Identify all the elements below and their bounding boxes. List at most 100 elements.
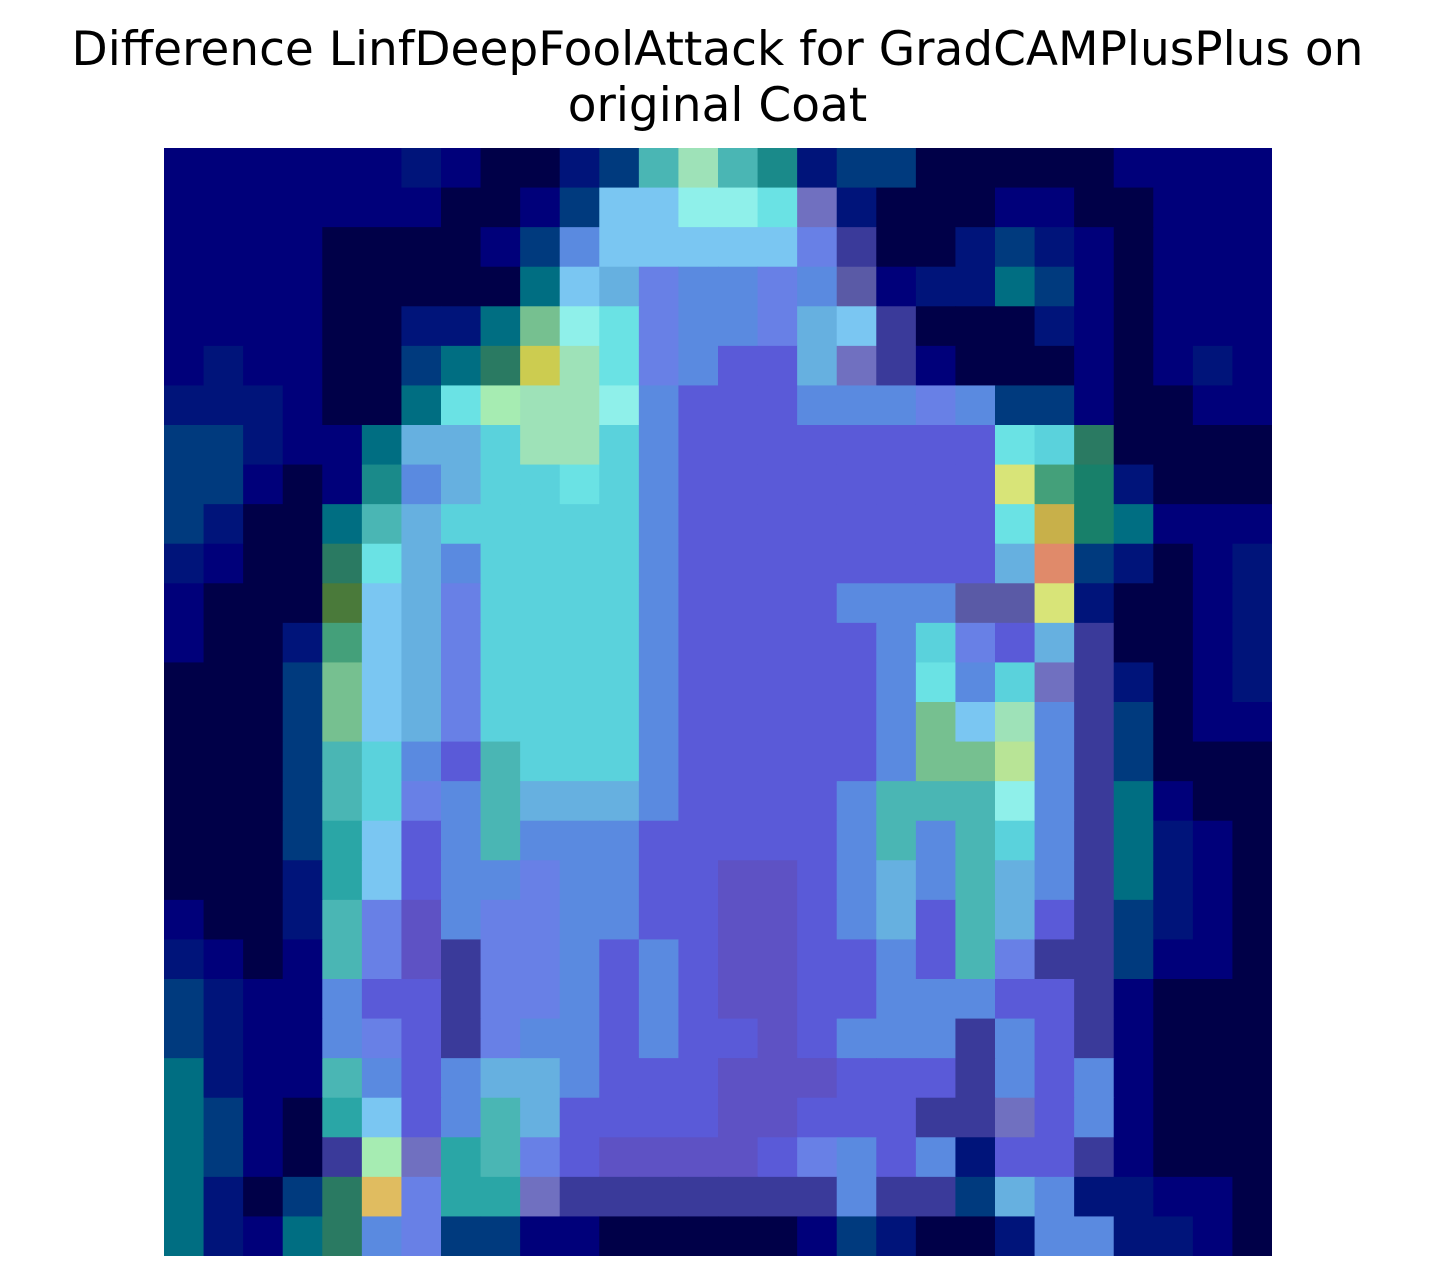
heatmap-cell (322, 741, 363, 782)
heatmap-cell (995, 583, 1036, 624)
heatmap-cell (520, 1018, 561, 1059)
heatmap-cell (559, 464, 600, 505)
heatmap-cell (1232, 227, 1272, 268)
heatmap-cell (361, 1137, 403, 1178)
heatmap-cell (480, 702, 521, 743)
heatmap-cell (441, 702, 482, 743)
heatmap-cell (1034, 345, 1075, 387)
heatmap-cell (638, 504, 680, 545)
heatmap-cell (520, 860, 561, 901)
heatmap-cell (599, 741, 640, 782)
heatmap-cell (282, 1018, 323, 1059)
heatmap-cell (836, 1216, 877, 1256)
heatmap-cell (836, 662, 877, 703)
heatmap-cell (1074, 543, 1115, 584)
heatmap-cell (480, 543, 521, 584)
heatmap-cell (876, 425, 917, 466)
heatmap-cell (995, 306, 1036, 347)
heatmap-cell (599, 345, 640, 387)
heatmap-cell (203, 583, 244, 624)
heatmap-cell (836, 227, 877, 268)
heatmap-cell (1034, 979, 1075, 1020)
heatmap-cell (441, 187, 482, 228)
heatmap-cell (876, 583, 917, 624)
heatmap-cell (1074, 227, 1115, 268)
heatmap-cell (955, 385, 996, 426)
heatmap-cell (757, 741, 798, 782)
heatmap-cell (1074, 1137, 1115, 1178)
heatmap-cell (718, 1137, 759, 1178)
heatmap-cell (678, 1058, 719, 1099)
heatmap-cell (441, 227, 482, 268)
heatmap-cell (915, 1176, 957, 1218)
heatmap-cell (520, 899, 561, 941)
heatmap-cell (638, 1018, 680, 1059)
heatmap-cell (599, 425, 640, 466)
heatmap-cell (1153, 979, 1194, 1020)
heatmap-cell (1034, 425, 1075, 466)
heatmap-cell (480, 583, 521, 624)
heatmap-cell (480, 1137, 521, 1178)
heatmap-cell (1153, 860, 1194, 901)
heatmap-cell (876, 702, 917, 743)
heatmap-cell (322, 385, 363, 426)
heatmap-cell (876, 1176, 917, 1218)
heatmap-cell (955, 187, 996, 228)
heatmap-cell (520, 543, 561, 584)
heatmap-cell (599, 1137, 640, 1178)
heatmap-cell (361, 860, 403, 901)
heatmap-cell (1074, 662, 1115, 703)
heatmap-cell (164, 504, 205, 545)
heatmap-cell (638, 1216, 680, 1256)
heatmap-cell (955, 1176, 996, 1218)
heatmap-cell (1232, 543, 1272, 584)
heatmap-cell (520, 464, 561, 505)
heatmap-cell (243, 148, 284, 189)
heatmap-cell (1074, 899, 1115, 941)
heatmap-cell (836, 385, 877, 426)
heatmap-cell (164, 543, 205, 584)
heatmap-cell (282, 1176, 323, 1218)
heatmap-cell (1113, 464, 1154, 505)
heatmap-cell (1074, 1097, 1115, 1138)
heatmap-cell (559, 741, 600, 782)
heatmap-cell (757, 504, 798, 545)
heatmap-cell (282, 1097, 323, 1138)
heatmap-cell (480, 345, 521, 387)
heatmap-cell (1113, 939, 1154, 980)
heatmap-cell (638, 266, 680, 307)
heatmap-cell (1192, 1097, 1234, 1138)
heatmap-cell (955, 266, 996, 307)
heatmap-cell (1074, 385, 1115, 426)
heatmap-cell (757, 425, 798, 466)
heatmap-cell (559, 504, 600, 545)
heatmap-cell (995, 1097, 1036, 1138)
heatmap-cell (164, 622, 205, 664)
heatmap-cell (995, 939, 1036, 980)
heatmap-cell (203, 1176, 244, 1218)
heatmap-cell (441, 1176, 482, 1218)
heatmap-cell (678, 148, 719, 189)
heatmap-cell (1192, 583, 1234, 624)
heatmap-cell (836, 583, 877, 624)
heatmap-cell (678, 1176, 719, 1218)
heatmap-cell (995, 622, 1036, 664)
heatmap-cell (282, 1058, 323, 1099)
heatmap-cell (322, 148, 363, 189)
heatmap-cell (955, 979, 996, 1020)
heatmap-cell (1192, 543, 1234, 584)
heatmap-cell (599, 662, 640, 703)
heatmap-cell (1192, 662, 1234, 703)
heatmap-cell (757, 227, 798, 268)
heatmap-cell (559, 939, 600, 980)
heatmap-cell (282, 899, 323, 941)
heatmap-cell (361, 1018, 403, 1059)
heatmap-cell (995, 820, 1036, 861)
heatmap-cell (599, 1216, 640, 1256)
heatmap-cell (322, 899, 363, 941)
heatmap-cell (1192, 1058, 1234, 1099)
heatmap-cell (876, 504, 917, 545)
heatmap-cell (915, 187, 957, 228)
heatmap-cell (836, 702, 877, 743)
heatmap-cell (520, 187, 561, 228)
